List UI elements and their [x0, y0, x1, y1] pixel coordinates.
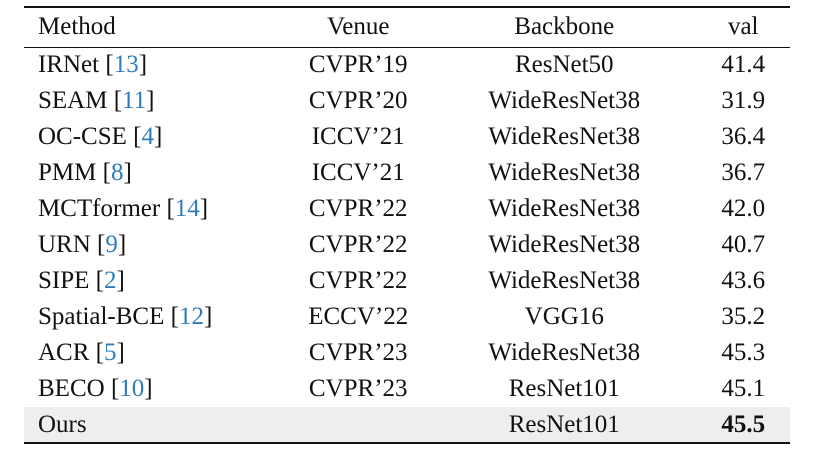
table-header-row: Method Venue Backbone val [24, 7, 790, 47]
citation-number[interactable]: 4 [141, 123, 154, 150]
cell-method: SIPE [2] [24, 263, 284, 299]
cell-venue: CVPR’23 [308, 375, 408, 402]
cell-backbone: WideResNet38 [488, 87, 641, 114]
cell-method: URN [9] [24, 227, 284, 263]
cell-venue: ECCV’22 [308, 303, 409, 330]
cell-method: MCTformer [14] [24, 191, 284, 227]
header-method: Method [38, 13, 116, 41]
citation-link[interactable]: [5] [95, 339, 125, 366]
cell-val: 36.7 [721, 159, 766, 186]
cell-val: 41.4 [721, 51, 766, 79]
cell-val: 45.3 [721, 339, 766, 366]
citation-number[interactable]: 12 [178, 303, 204, 330]
cell-venue: ICCV’21 [311, 123, 405, 150]
cell-backbone: WideResNet38 [488, 123, 641, 150]
citation-link[interactable]: [8] [102, 159, 132, 186]
method-name: MCTformer [38, 195, 161, 222]
method-name: PMM [38, 159, 97, 186]
table-row: BECO [10] CVPR’23 ResNet101 45.1 [24, 371, 790, 407]
header-val: val [727, 13, 759, 41]
cell-backbone: VGG16 [524, 303, 604, 330]
method-name: SIPE [38, 267, 90, 294]
citation-link[interactable]: [10] [110, 375, 153, 402]
header-backbone: Backbone [514, 13, 615, 41]
cell-venue: CVPR’22 [308, 195, 408, 222]
cell-method: Ours [38, 410, 87, 438]
citation-link[interactable]: [12] [170, 303, 213, 330]
table-row-ours: Ours ResNet101 45.5 [24, 407, 790, 443]
citation-number[interactable]: 10 [119, 375, 145, 402]
citation-number[interactable]: 5 [103, 339, 117, 366]
cell-venue: CVPR’22 [308, 267, 408, 294]
table-row: ACR [5] CVPR’23 WideResNet38 45.3 [24, 335, 790, 371]
cell-method: Spatial-BCE [12] [24, 299, 284, 335]
citation-number[interactable]: 9 [105, 231, 118, 258]
method-name: Spatial-BCE [38, 303, 165, 330]
header-venue: Venue [326, 13, 390, 41]
method-name: BECO [38, 375, 105, 402]
method-name: ACR [38, 339, 90, 366]
cell-method: BECO [10] [24, 371, 284, 407]
results-table: Method Venue Backbone val IRNet [13] CVPR… [24, 6, 790, 444]
cell-venue: CVPR’22 [308, 231, 408, 258]
citation-link[interactable]: [14] [166, 195, 209, 222]
method-name: OC-CSE [38, 123, 127, 150]
cell-val: 43.6 [721, 267, 766, 294]
cell-method: IRNet [13] [24, 47, 284, 83]
cell-venue: CVPR’19 [308, 51, 408, 79]
cell-venue: ICCV’21 [311, 159, 405, 186]
cell-backbone: WideResNet38 [488, 195, 641, 222]
table-row: SEAM [11] CVPR’20 WideResNet38 31.9 [24, 83, 790, 119]
cell-val: 40.7 [721, 231, 766, 258]
citation-link[interactable]: [2] [95, 267, 125, 294]
table-row: PMM [8] ICCV’21 WideResNet38 36.7 [24, 155, 790, 191]
citation-number[interactable]: 13 [113, 51, 139, 79]
table-row: OC-CSE [4] ICCV’21 WideResNet38 36.4 [24, 119, 790, 155]
citation-link[interactable]: [4] [133, 123, 163, 150]
table-row: MCTformer [14] CVPR’22 WideResNet38 42.0 [24, 191, 790, 227]
cell-venue [284, 407, 432, 443]
cell-backbone: WideResNet38 [488, 339, 641, 366]
results-table-container: Method Venue Backbone val IRNet [13] CVPR… [24, 6, 790, 444]
cell-venue: CVPR’20 [308, 87, 408, 114]
method-name: IRNet [38, 51, 100, 79]
citation-number[interactable]: 8 [110, 159, 124, 186]
cell-method: OC-CSE [4] [24, 119, 284, 155]
citation-link[interactable]: [9] [97, 231, 127, 258]
cell-val: 36.4 [721, 123, 766, 150]
cell-backbone: ResNet101 [508, 375, 620, 402]
cell-backbone: WideResNet38 [488, 231, 641, 258]
cell-val: 45.1 [721, 375, 766, 402]
cell-backbone: ResNet101 [508, 410, 620, 438]
table-row: IRNet [13] CVPR’19 ResNet50 41.4 [24, 47, 790, 83]
cell-val: 45.5 [721, 410, 766, 438]
cell-backbone: ResNet50 [514, 51, 614, 79]
citation-link[interactable]: [11] [113, 87, 155, 114]
table-body: IRNet [13] CVPR’19 ResNet50 41.4 SEAM [11] CV… [24, 47, 790, 443]
cell-method: PMM [8] [24, 155, 284, 191]
cell-val: 42.0 [721, 195, 766, 222]
table-row: Spatial-BCE [12] ECCV’22 VGG16 35.2 [24, 299, 790, 335]
cell-val: 35.2 [721, 303, 766, 330]
citation-number[interactable]: 14 [174, 195, 200, 222]
cell-backbone: WideResNet38 [488, 267, 641, 294]
cell-backbone: WideResNet38 [488, 159, 641, 186]
citation-number[interactable]: 2 [103, 267, 117, 294]
citation-link[interactable]: [13] [105, 51, 148, 79]
cell-val: 31.9 [721, 87, 766, 114]
method-name: URN [38, 231, 91, 258]
cell-method: ACR [5] [24, 335, 284, 371]
citation-number[interactable]: 11 [122, 87, 147, 114]
cell-venue: CVPR’23 [308, 339, 408, 366]
method-name: SEAM [38, 87, 108, 114]
table-row: SIPE [2] CVPR’22 WideResNet38 43.6 [24, 263, 790, 299]
cell-method: SEAM [11] [24, 83, 284, 119]
table-row: URN [9] CVPR’22 WideResNet38 40.7 [24, 227, 790, 263]
